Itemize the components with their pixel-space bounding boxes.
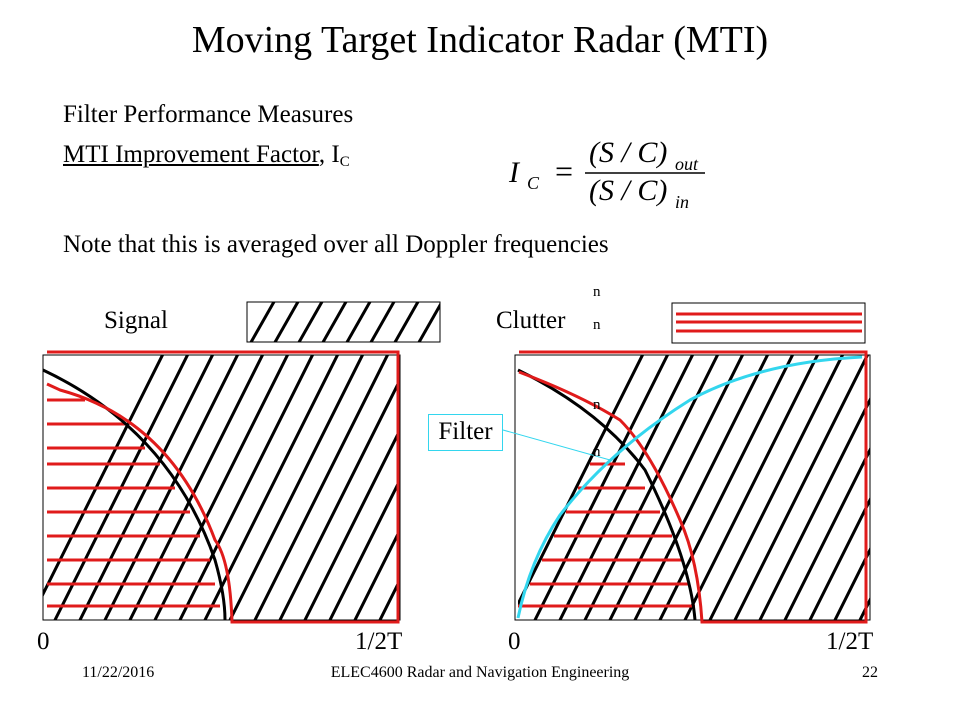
hatch-line	[783, 446, 870, 620]
hatch-line	[733, 355, 870, 620]
hatch-line	[417, 302, 440, 342]
hatch-line	[925, 340, 960, 640]
hatch-line	[900, 340, 960, 640]
clutter-hatch-left	[47, 398, 220, 608]
signal-hatch-right	[518, 340, 960, 640]
hatch-line	[833, 546, 870, 620]
hatch-line	[203, 355, 340, 620]
footer-course: ELEC4600 Radar and Navigation Engineerin…	[330, 664, 630, 681]
n-mark: n	[593, 317, 601, 333]
hatch-line	[633, 355, 770, 620]
filter-response-curve	[516, 355, 863, 619]
formula-numerator: (S / C)	[589, 136, 667, 169]
slide-title: Moving Target Indicator Radar (MTI)	[191, 19, 769, 61]
hatch-line	[53, 355, 190, 620]
signal-legend-swatch	[246, 300, 491, 344]
improvement-factor-suffix: , I	[318, 141, 340, 168]
subtitle-performance: Filter Performance Measures	[63, 101, 354, 128]
formula-lhs-sub: C	[527, 173, 540, 193]
formula-lhs: I	[508, 156, 521, 189]
signal-curve-right	[517, 368, 697, 621]
signal-curve-left	[42, 368, 227, 621]
clutter-legend-swatch	[671, 302, 866, 344]
hatch-line	[345, 302, 372, 342]
hatch-line	[466, 300, 491, 344]
hatch-line	[153, 355, 290, 620]
left-axis-end: 1/2T	[355, 628, 403, 655]
left-spectrum-panel	[42, 350, 401, 624]
formula-equals: =	[555, 153, 573, 189]
hatch-line	[228, 355, 365, 620]
signal-hatch-left	[43, 355, 400, 620]
note-text: Note that this is averaged over all Dopp…	[63, 231, 609, 258]
filter-label: Filter	[428, 414, 503, 451]
hatch-line	[875, 340, 960, 640]
subtitle-improvement-factor: MTI Improvement Factor, IC	[63, 141, 350, 171]
n-mark: n	[593, 444, 601, 460]
hatch-line	[253, 355, 390, 620]
hatch-line	[353, 526, 400, 620]
clutter-hatch-right	[518, 462, 695, 608]
hatch-line	[533, 355, 670, 620]
hatch-line	[297, 302, 324, 342]
hatch-line	[178, 355, 315, 620]
hatch-line	[303, 426, 400, 620]
right-axis-start: 0	[508, 628, 521, 655]
hatch-line	[442, 300, 467, 344]
hatch-line	[808, 496, 870, 620]
hatch-line	[583, 355, 720, 620]
formula-denominator: (S / C)	[589, 174, 667, 207]
hatch-line	[328, 476, 400, 620]
footer-date: 11/22/2016	[82, 664, 155, 681]
hatch-line	[393, 302, 420, 342]
right-spectrum-panel	[502, 340, 960, 640]
formula-numerator-sub: out	[675, 154, 699, 174]
hatch-line	[708, 355, 845, 620]
n-mark: n	[593, 397, 601, 413]
left-axis-start: 0	[37, 628, 50, 655]
hatch-line	[249, 302, 276, 342]
hatch-line	[950, 340, 960, 640]
hatch-line	[103, 355, 240, 620]
improvement-factor-formula: I C = (S / C) out (S / C) in	[508, 136, 705, 212]
formula-denominator-sub: in	[675, 192, 689, 212]
hatch-line	[758, 396, 870, 620]
right-axis-end: 1/2T	[826, 628, 874, 655]
hatch-line	[558, 355, 695, 620]
hatch-line	[43, 355, 165, 598]
improvement-factor-sub: C	[339, 154, 350, 170]
hatch-line	[378, 576, 400, 620]
signal-label: Signal	[104, 307, 168, 334]
hatch-line	[369, 302, 396, 342]
hatch-line	[658, 355, 795, 620]
hatch-line	[321, 302, 348, 342]
clutter-envelope-left	[46, 350, 400, 624]
hatch-line	[278, 376, 400, 620]
hatch-line	[608, 355, 745, 620]
clutter-envelope-right	[518, 350, 868, 624]
footer-page-number: 22	[862, 664, 878, 681]
hatch-line	[273, 302, 300, 342]
clutter-label: Clutter	[496, 307, 566, 334]
n-mark: n	[593, 284, 601, 300]
hatch-line	[128, 355, 265, 620]
improvement-factor-text: MTI Improvement Factor	[63, 141, 319, 168]
hatch-line	[78, 355, 215, 620]
filter-pointer-line	[502, 429, 611, 461]
